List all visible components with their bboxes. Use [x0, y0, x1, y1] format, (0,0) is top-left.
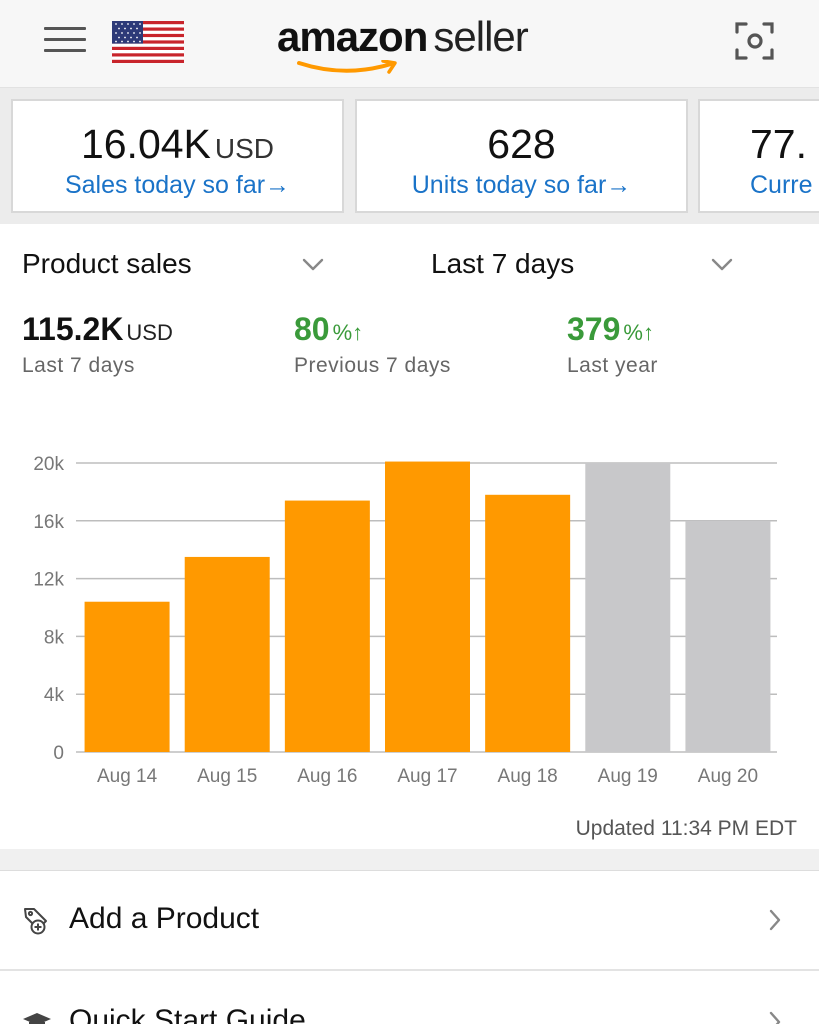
period-dropdown-label: Last 7 days — [431, 248, 575, 279]
updated-timestamp: Updated 11:34 PM EDT — [575, 817, 797, 840]
section-divider — [0, 849, 819, 871]
y-tick-label: 8k — [44, 627, 65, 648]
chevron-right-icon — [769, 1011, 781, 1024]
units-today-link[interactable]: Units today so far→ — [411, 171, 632, 199]
period-dropdown[interactable]: Last 7 days — [431, 248, 737, 288]
graduation-cap-icon — [23, 1013, 51, 1024]
chevron-down-icon — [302, 258, 324, 271]
stat-year-unit: %↑ — [623, 320, 654, 345]
units-today-value: 628 — [487, 121, 556, 167]
sales-today-value: 16.04K USD — [80, 121, 275, 167]
stat-total-unit: USD — [126, 320, 173, 345]
chart-bar — [84, 601, 170, 752]
chevron-right-icon — [769, 909, 781, 931]
y-tick-label: 20k — [33, 454, 64, 475]
chevron-down-icon — [711, 258, 733, 271]
stat-previous-period: 80 %↑ Previous 7 days — [294, 310, 451, 378]
chart-bar — [485, 494, 571, 752]
metric-dropdown-label: Product sales — [22, 248, 192, 279]
sales-bar-chart: 0 4k 8k 12k 16k 20k Aug 14 Aug 15 Aug 16 Aug 17 Au… — [33, 454, 777, 787]
units-today-card[interactable]: 628 Units today so far→ — [355, 99, 688, 213]
x-tick-label: Aug 16 — [297, 766, 357, 787]
add-product-item[interactable]: Add a Product — [0, 871, 819, 971]
x-tick-label: Aug 17 — [397, 766, 457, 787]
stat-year-label: Last year — [567, 354, 658, 377]
stat-total-value: 115.2K — [22, 311, 124, 347]
stat-prev-unit: %↑ — [332, 320, 364, 345]
us-flag-icon[interactable] — [112, 21, 184, 63]
x-tick-label: Aug 15 — [197, 766, 257, 787]
amazon-smile-icon — [297, 60, 397, 74]
chart-bar — [284, 500, 370, 752]
x-tick-label: Aug 18 — [498, 766, 558, 787]
y-tick-label: 16k — [33, 512, 64, 533]
current-card[interactable]: 77. Curre — [698, 99, 819, 213]
current-value: 77. — [750, 121, 807, 167]
x-tick-label: Aug 19 — [598, 766, 658, 787]
chart-bar — [385, 461, 470, 752]
chart-bar — [585, 463, 671, 752]
sales-today-link[interactable]: Sales today so far→ — [64, 171, 291, 199]
y-tick-label: 12k — [33, 570, 64, 591]
stat-total: 115.2K USD Last 7 days — [22, 310, 173, 378]
chart-bar — [184, 556, 270, 752]
stat-prev-label: Previous 7 days — [294, 354, 451, 377]
add-product-icon — [24, 908, 47, 935]
x-tick-label: Aug 14 — [97, 766, 158, 787]
amazon-seller-logo: amazon seller — [277, 14, 547, 74]
sales-section: Product sales Last 7 days 115.2K USD Last… — [0, 224, 819, 849]
metric-dropdown[interactable]: Product sales — [22, 248, 332, 288]
sales-today-card[interactable]: 16.04K USD Sales today so far→ — [11, 99, 344, 213]
logo-amazon-text: amazon — [277, 13, 428, 60]
app-header: amazon seller — [0, 0, 819, 88]
chart-bar — [685, 520, 771, 752]
camera-scan-icon[interactable] — [734, 20, 776, 62]
stat-prev-value: 80 — [294, 311, 330, 347]
logo-seller-text: seller — [433, 13, 528, 60]
x-tick-label: Aug 20 — [698, 766, 758, 787]
y-tick-label: 0 — [53, 743, 64, 764]
stat-year-value: 379 — [567, 311, 621, 347]
current-link[interactable]: Curre — [750, 171, 813, 199]
stat-total-label: Last 7 days — [22, 354, 135, 377]
menu-icon[interactable] — [44, 27, 86, 55]
y-tick-label: 4k — [44, 685, 65, 706]
metric-cards: 16.04K USD Sales today so far→ 628 Units … — [0, 88, 819, 224]
quick-start-guide-label: Quick Start Guide — [69, 1004, 306, 1024]
stat-last-year: 379 %↑ Last year — [567, 310, 658, 378]
quick-start-guide-item[interactable]: Quick Start Guide — [0, 973, 819, 1024]
add-product-label: Add a Product — [69, 902, 260, 935]
